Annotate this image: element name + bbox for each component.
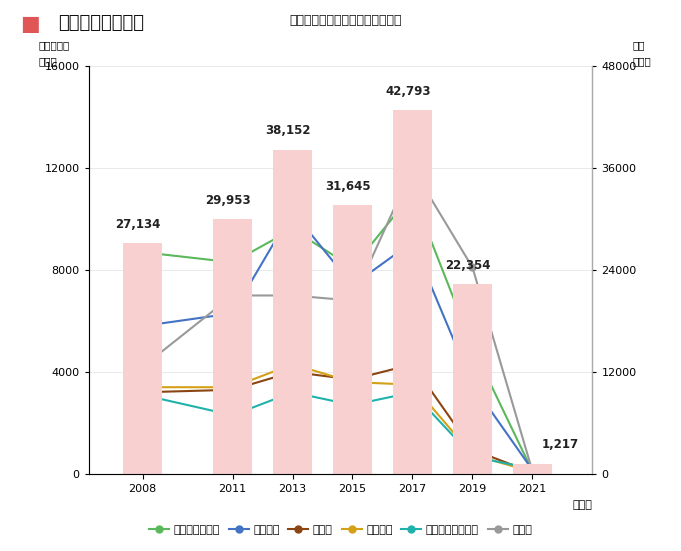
Text: （研修国・地域別生徒数の推移）: （研修国・地域別生徒数の推移） [289,14,402,27]
Text: （人）: （人） [38,56,57,66]
Text: 1,217: 1,217 [541,438,579,451]
Text: 42,793: 42,793 [385,85,431,98]
Bar [513,463,552,474]
Bar [453,284,492,474]
Text: 国・地域別: 国・地域別 [38,40,69,50]
Bar [393,110,432,474]
Bar [273,150,312,474]
Text: 27,134: 27,134 [116,218,161,231]
Text: 38,152: 38,152 [266,125,311,138]
Bar [333,205,372,474]
Legend: オーストラリア, アメリカ, カナダ, イギリス, ニュージーランド, その他: オーストラリア, アメリカ, カナダ, イギリス, ニュージーランド, その他 [144,520,537,540]
Text: 31,645: 31,645 [326,180,371,193]
Text: （人）: （人） [633,56,652,66]
Bar [213,219,252,474]
Text: 29,953: 29,953 [206,194,251,207]
Text: 22,354: 22,354 [445,258,491,272]
Text: 合計: 合計 [633,40,646,50]
Text: ■: ■ [20,14,40,34]
Text: （年）: （年） [573,500,592,510]
Text: ３ヶ月未満の留学: ３ヶ月未満の留学 [58,14,144,32]
Bar [123,244,162,474]
